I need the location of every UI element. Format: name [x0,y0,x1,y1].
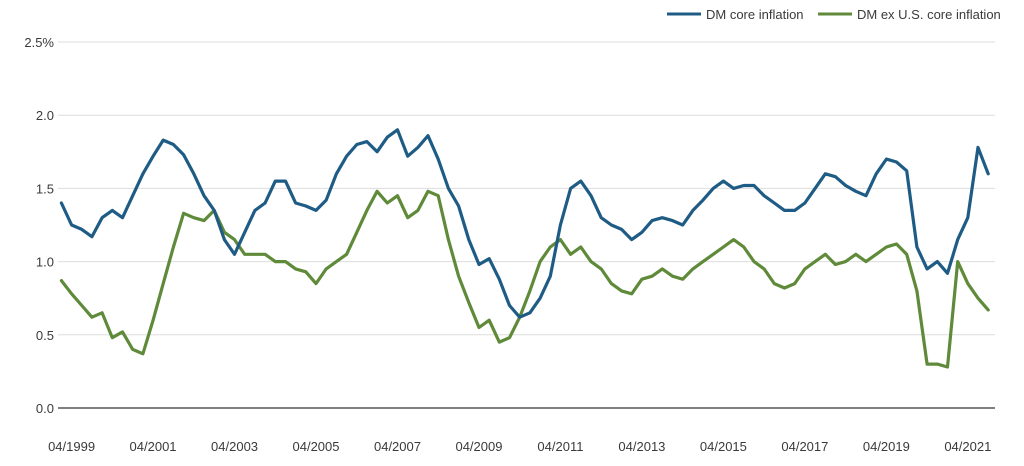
y-tick-label: 2.5% [24,35,54,50]
legend: DM core inflation DM ex U.S. core inflat… [667,7,1001,22]
x-tick-label: 04/2007 [374,439,421,454]
x-tick-label: 04/2011 [537,439,583,454]
y-tick-label: 1.5 [36,181,54,196]
x-tick-label: 04/1999 [48,439,95,454]
x-tick-label: 04/2013 [618,439,665,454]
gridlines [58,41,995,336]
series-line-dm-core [59,128,990,319]
legend-label-dm-core: DM core inflation [706,7,804,22]
y-tick-label: 1.0 [36,255,54,270]
x-tick-label: 04/2001 [130,439,177,454]
x-tick-label: 04/2015 [700,439,747,454]
legend-label-dm-ex-us: DM ex U.S. core inflation [857,7,1001,22]
x-tick-label: 04/2009 [455,439,502,454]
y-tick-label: 0.0 [36,401,54,416]
y-axis-tick-labels: 0.0 0.5 1.0 1.5 2.0 2.5% [24,35,54,416]
x-tick-label: 04/2021 [944,439,991,454]
series-line-dm-ex-us [59,189,990,369]
y-tick-label: 0.5 [36,328,54,343]
x-tick-label: 04/2005 [293,439,340,454]
y-tick-label: 2.0 [36,108,54,123]
x-tick-label: 04/2017 [781,439,828,454]
series-lines [59,128,990,369]
x-axis-tick-labels: 04/1999 04/2001 04/2003 04/2005 04/2007 04/20… [48,439,991,454]
x-tick-label: 04/2019 [863,439,910,454]
x-tick-label: 04/2003 [211,439,258,454]
